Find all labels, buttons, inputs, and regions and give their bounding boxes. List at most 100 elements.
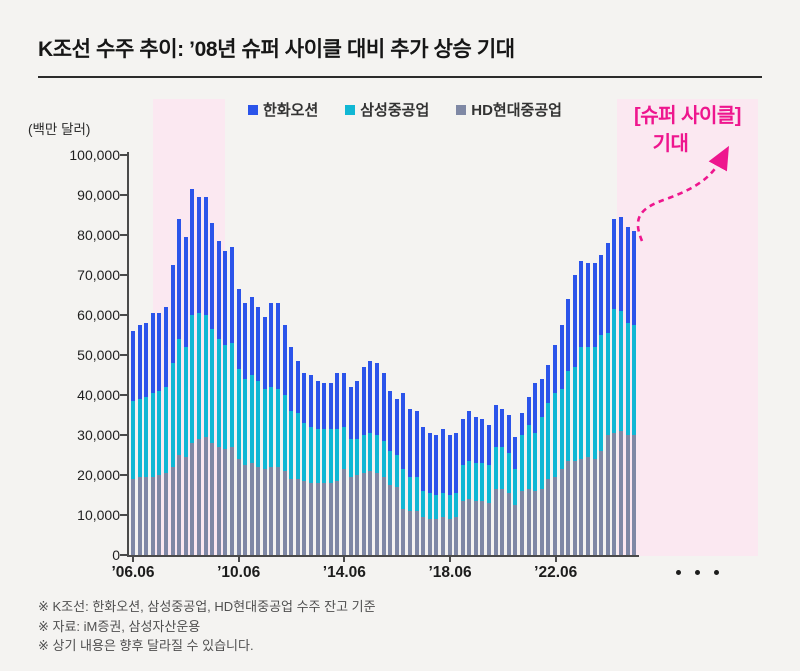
x-tick xyxy=(132,557,134,562)
bar-segment-hd xyxy=(144,477,149,555)
stacked-bar xyxy=(262,317,267,555)
stacked-bar xyxy=(256,307,261,555)
stacked-bar xyxy=(421,427,426,555)
y-tick xyxy=(120,434,127,436)
bar-segment-hd xyxy=(487,503,492,555)
x-axis xyxy=(127,555,639,557)
bar-segment-hd xyxy=(553,477,557,555)
bar-segment-hd xyxy=(335,481,340,555)
bar-segment-hanwha xyxy=(421,427,426,491)
bar-segment-samsung xyxy=(612,309,617,433)
stacked-bar xyxy=(447,435,452,555)
stacked-bar xyxy=(566,299,571,555)
stacked-bar xyxy=(520,413,525,555)
bar-segment-hd xyxy=(322,483,327,555)
bar-segment-hd xyxy=(361,473,366,555)
bar-segment-hd xyxy=(612,433,617,555)
bar-segment-samsung xyxy=(434,495,439,519)
bar-segment-hanwha xyxy=(177,219,182,339)
title-divider xyxy=(38,76,762,78)
stacked-bar xyxy=(144,323,149,555)
bar-segment-samsung xyxy=(506,453,511,493)
footnotes: ※ K조선: 한화오션, 삼성중공업, HD현대중공업 수주 잔고 기준 ※ 자… xyxy=(38,597,376,656)
bar-segment-hd xyxy=(401,509,406,555)
stacked-bar xyxy=(579,261,584,555)
y-tick-label: 50,000 xyxy=(77,347,120,363)
stacked-bar xyxy=(249,297,254,555)
bar-segment-samsung xyxy=(421,491,426,517)
bar-segment-hd xyxy=(315,483,320,555)
bar-segment-samsung xyxy=(269,387,274,467)
bar-segment-hanwha xyxy=(302,373,307,423)
stacked-bar xyxy=(348,387,353,555)
bar-segment-hd xyxy=(539,489,544,555)
stacked-bar xyxy=(368,361,373,555)
stacked-bar xyxy=(157,313,162,555)
bar-segment-samsung xyxy=(460,465,465,501)
bar-segment-samsung xyxy=(427,493,432,519)
bar-segment-samsung xyxy=(625,323,630,435)
stacked-bar xyxy=(163,307,168,555)
y-tick-label: 100,000 xyxy=(69,147,120,163)
bar-segment-hd xyxy=(276,467,281,555)
bar-segment-samsung xyxy=(361,435,366,473)
bar-segment-hd xyxy=(388,485,393,555)
stacked-bar xyxy=(493,405,498,555)
bar-segment-samsung xyxy=(223,345,228,449)
stacked-bar xyxy=(170,265,175,555)
chart-legend: 한화오션 삼성중공업 HD현대중공업 xyxy=(130,99,680,120)
stacked-bar xyxy=(131,331,135,555)
bar-segment-samsung xyxy=(493,447,498,489)
bar-segment-hanwha xyxy=(618,217,623,311)
bar-segment-samsung xyxy=(632,325,637,435)
bar-segment-hd xyxy=(249,463,254,555)
legend-item: 한화오션 xyxy=(248,99,318,120)
bar-segment-hd xyxy=(381,477,386,555)
bar-segment-hanwha xyxy=(137,325,142,399)
bar-segment-hanwha xyxy=(407,409,412,477)
legend-swatch-icon xyxy=(456,104,467,115)
y-tick xyxy=(120,474,127,476)
bar-segment-hanwha xyxy=(440,429,445,493)
bar-segment-hanwha xyxy=(401,393,406,469)
bar-segment-hanwha xyxy=(493,405,498,447)
bar-segment-hanwha xyxy=(487,425,492,465)
bar-segment-samsung xyxy=(243,379,248,465)
bar-segment-hanwha xyxy=(480,419,485,463)
bar-segment-hd xyxy=(533,491,538,555)
stacked-bar xyxy=(454,433,459,555)
bar-segment-hd xyxy=(493,489,498,555)
bar-segment-hd xyxy=(434,519,439,555)
stacked-bar xyxy=(302,373,307,555)
bar-segment-hd xyxy=(302,481,307,555)
stacked-bar xyxy=(269,303,274,555)
bar-segment-hd xyxy=(520,491,525,555)
stacked-bar xyxy=(361,367,366,555)
bar-segment-samsung xyxy=(177,339,182,455)
x-tick-label: ’18.06 xyxy=(428,564,472,581)
bar-segment-samsung xyxy=(262,389,267,469)
stacked-bar xyxy=(625,227,630,555)
legend-swatch-icon xyxy=(248,104,259,115)
bar-segment-hanwha xyxy=(243,303,248,379)
stacked-bar xyxy=(487,425,492,555)
bar-segment-samsung xyxy=(203,315,208,437)
stacked-bar xyxy=(236,289,241,555)
y-tick-label: 10,000 xyxy=(77,507,120,523)
stacked-bar xyxy=(513,437,518,555)
stacked-bar xyxy=(295,361,300,555)
bar-segment-samsung xyxy=(229,343,234,447)
footnote: ※ K조선: 한화오션, 삼성중공업, HD현대중공업 수주 잔고 기준 xyxy=(38,599,376,614)
bar-segment-hanwha xyxy=(368,361,373,433)
y-tick xyxy=(120,234,127,236)
bar-segment-samsung xyxy=(553,393,557,477)
bar-segment-hanwha xyxy=(553,345,557,393)
bar-segment-samsung xyxy=(256,381,261,467)
bar-segment-hanwha xyxy=(539,379,544,417)
legend-item: HD현대중공업 xyxy=(456,99,562,120)
stacked-bar xyxy=(539,379,544,555)
bar-segment-hanwha xyxy=(196,197,201,313)
bar-segment-hanwha xyxy=(210,223,215,329)
legend-label: HD현대중공업 xyxy=(471,102,562,119)
bar-segment-samsung xyxy=(163,387,168,473)
